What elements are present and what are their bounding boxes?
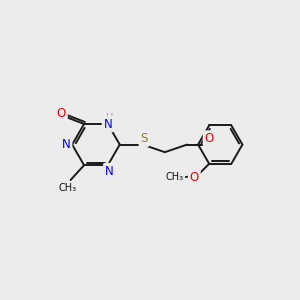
Text: CH₃: CH₃ <box>59 183 77 193</box>
Text: O: O <box>57 107 66 120</box>
Text: N: N <box>62 138 70 151</box>
Text: N: N <box>105 165 114 178</box>
Text: O: O <box>205 132 214 145</box>
Text: N: N <box>103 118 112 130</box>
Text: CH₃: CH₃ <box>166 172 184 182</box>
Text: S: S <box>140 132 148 145</box>
Text: H: H <box>106 113 114 123</box>
Text: O: O <box>190 171 199 184</box>
